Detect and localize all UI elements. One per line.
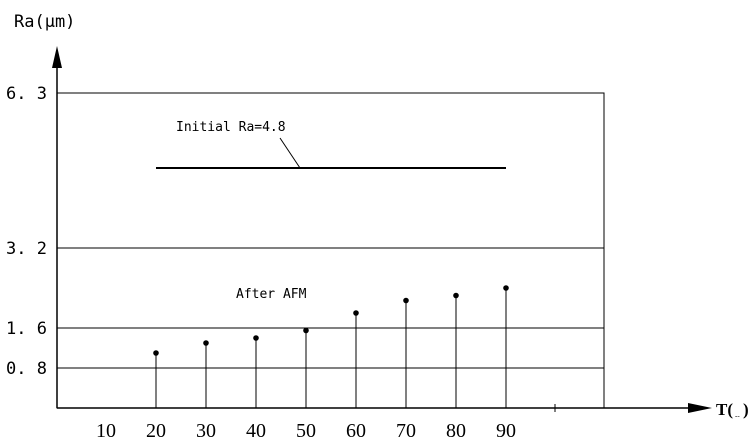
x-tick-label-20: 20 [146, 420, 166, 441]
y-tick-label-6-3: 6. 3 [6, 84, 47, 104]
data-point-20 [153, 350, 159, 356]
x-tick-label-40: 40 [246, 420, 266, 441]
x-axis-title: T( -- ) [716, 400, 749, 420]
svg-text:T(: T( [716, 400, 733, 419]
data-point-40 [253, 335, 259, 341]
initial-ra-label: Initial Ra=4.8 [176, 120, 286, 135]
data-point-60 [353, 310, 359, 316]
x-tick-label-80: 80 [446, 420, 466, 441]
svg-text:--: -- [735, 412, 740, 420]
svg-text:): ) [743, 400, 749, 419]
data-point-80 [453, 292, 459, 299]
x-tick-label-60: 60 [346, 420, 366, 441]
initial-ra-leader-line [279, 137, 301, 169]
y-axis-label: Ra(μm) [14, 12, 75, 32]
y-tick-label-1-6: 1. 6 [6, 319, 47, 339]
data-point-30 [203, 340, 209, 346]
plot-frame [56, 92, 605, 409]
x-axis-arrowhead [688, 403, 712, 413]
x-tick-label-10: 10 [96, 420, 116, 441]
data-point-70 [403, 297, 409, 304]
after-afm-label: After AFM [236, 287, 307, 302]
x-tick-labels: 10 20 30 40 50 60 70 80 90 [96, 420, 516, 441]
y-axis-arrowhead [52, 46, 62, 68]
y-gridlines [57, 247, 604, 369]
data-series-after-afm [153, 285, 509, 408]
x-tick-label-30: 30 [196, 420, 216, 441]
x-tick-label-90: 90 [496, 420, 516, 441]
y-tick-label-3-2: 3. 2 [6, 239, 47, 259]
data-point-50 [303, 327, 309, 334]
x-tick-label-50: 50 [296, 420, 316, 441]
data-point-90 [503, 285, 509, 291]
y-tick-labels: 0. 8 1. 6 3. 2 6. 3 [6, 84, 47, 379]
y-tick-label-0-8: 0. 8 [6, 359, 47, 379]
x-tick-label-70: 70 [396, 420, 416, 441]
